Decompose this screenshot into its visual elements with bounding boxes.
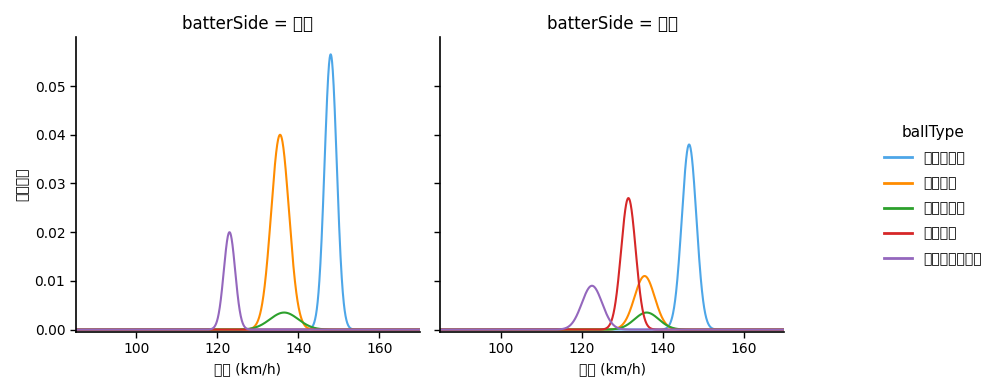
X-axis label: 球速 (km/h): 球速 (km/h) [578, 362, 645, 376]
Y-axis label: 確率密度: 確率密度 [15, 168, 29, 201]
Title: batterSide = 右打: batterSide = 右打 [182, 15, 314, 33]
X-axis label: 球速 (km/h): 球速 (km/h) [214, 362, 281, 376]
Legend: ストレート, フォーク, スライダー, シンカー, ナックルカーブ: ストレート, フォーク, スライダー, シンカー, ナックルカーブ [878, 120, 987, 271]
Title: batterSide = 左打: batterSide = 左打 [546, 15, 677, 33]
